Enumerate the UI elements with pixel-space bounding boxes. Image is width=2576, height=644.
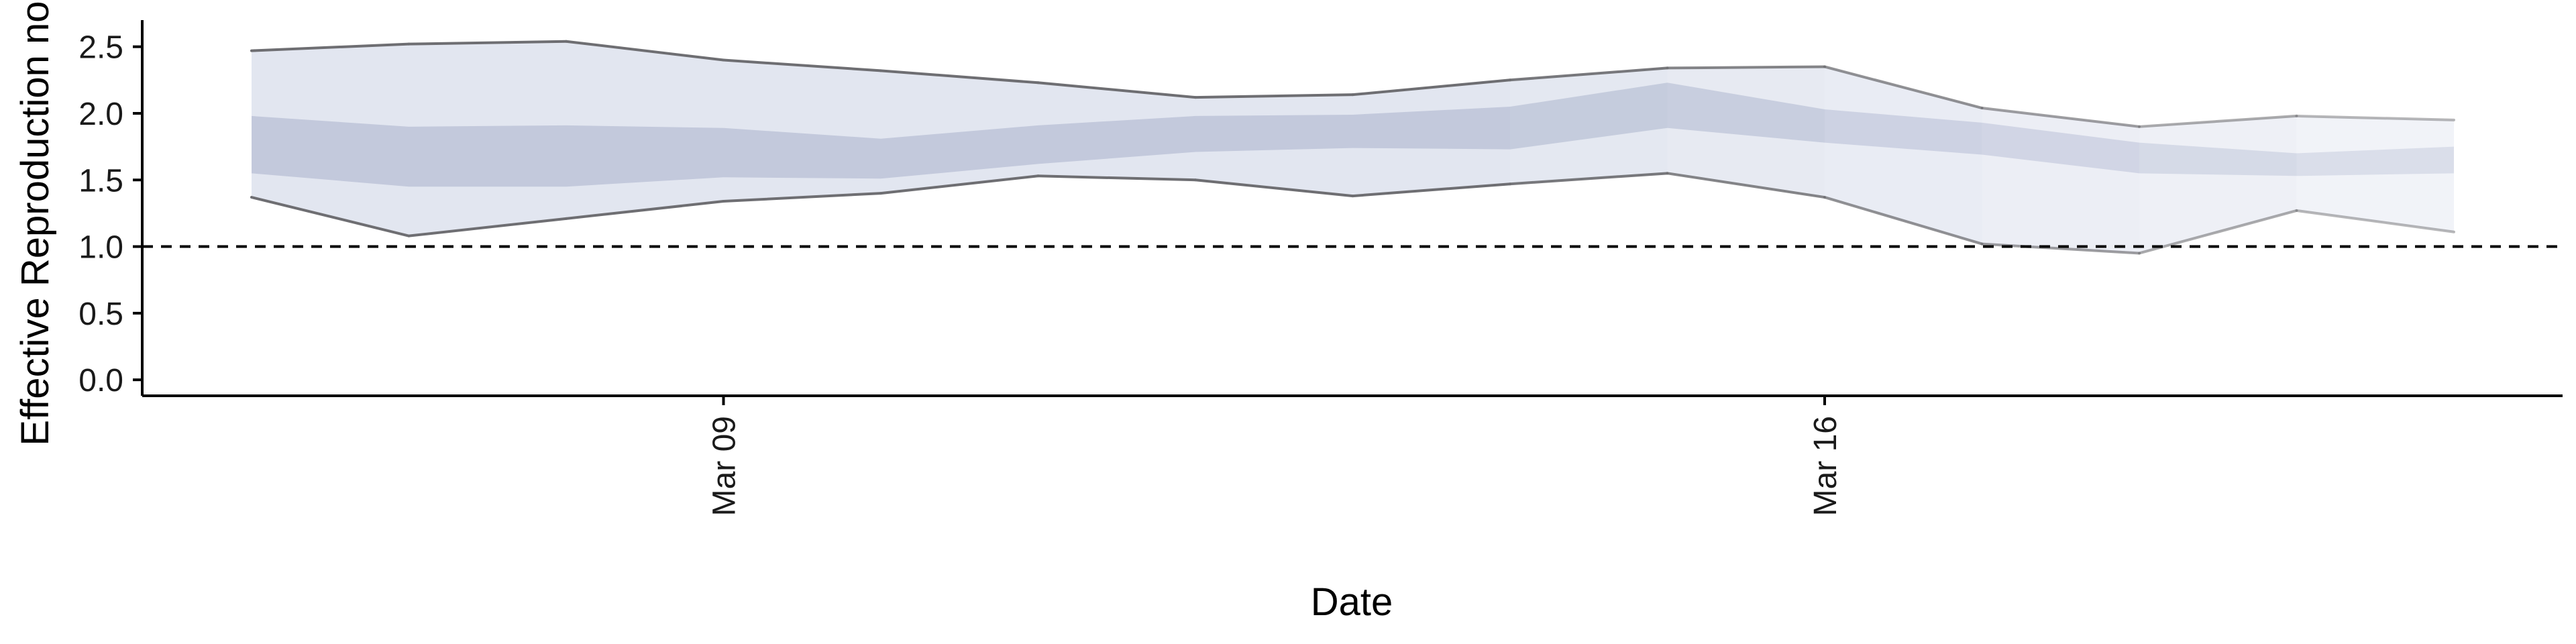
outer-lower-line-segment	[1194, 178, 1354, 198]
y-tick-label: 0.0	[78, 363, 123, 398]
outer-upper-line-segment	[1980, 107, 2141, 128]
outer-lower-line-segment	[565, 200, 725, 220]
outer-upper-line-segment	[1036, 81, 1197, 99]
outer-upper-line-segment	[2295, 114, 2455, 121]
x-tick-label: Mar 09	[707, 416, 743, 516]
inner-band-segment	[252, 115, 409, 187]
x-axis-ticks: Mar 09 Mar 16	[707, 396, 1843, 516]
inner-band-segment	[1352, 107, 1510, 150]
outer-lower-line-segment	[879, 174, 1040, 195]
outer-lower-line-segment	[722, 192, 882, 203]
inner-band-segment	[1982, 122, 2139, 174]
y-tick-label: 1.0	[78, 230, 123, 266]
outer-lower-line-segment	[250, 196, 411, 237]
inner-band-segment	[566, 125, 724, 187]
inner-band-segment	[2139, 142, 2297, 176]
outer-lower-line-segment	[1036, 174, 1197, 182]
inner-band-segment	[1667, 83, 1825, 143]
outer-upper-line-segment	[2138, 114, 2298, 128]
inner-band-segment	[2296, 146, 2454, 176]
outer-upper-line-segment	[722, 58, 882, 72]
outer-upper-line-segment	[879, 69, 1040, 85]
inner-band-segment	[1510, 83, 1668, 150]
y-tick-label: 2.5	[78, 30, 123, 66]
outer-upper-line-segment	[407, 40, 568, 46]
inner-band-segment	[1038, 115, 1195, 164]
inner-band-segment	[409, 125, 566, 187]
outer-upper-line-segment	[1194, 93, 1354, 99]
x-tick-label: Mar 16	[1808, 416, 1843, 516]
outer-upper-line-segment	[1666, 65, 1826, 70]
interval-bands	[252, 41, 2454, 254]
inner-band-segment	[723, 127, 881, 179]
outer-upper-line-segment	[565, 40, 725, 62]
y-axis-title: Effective Reproduction no.	[13, 0, 57, 446]
outer-band-segment	[1825, 66, 1982, 244]
band-outlines	[250, 40, 2455, 255]
y-tick-label: 0.5	[78, 297, 123, 332]
outer-upper-line-segment	[1823, 65, 1984, 110]
x-axis-title: Date	[1311, 580, 1393, 624]
outer-lower-line-segment	[407, 217, 568, 237]
y-tick-label: 1.5	[78, 163, 123, 199]
outer-band-segment	[2296, 115, 2454, 232]
outer-lower-line-segment	[2138, 209, 2298, 255]
outer-lower-line-segment	[1351, 182, 1511, 198]
outer-lower-line-segment	[2295, 209, 2455, 233]
inner-band-segment	[1195, 114, 1353, 152]
outer-upper-line-segment	[250, 42, 411, 52]
inner-band-segment	[1825, 109, 1982, 155]
y-tick-label: 2.0	[78, 97, 123, 132]
y-axis-ticks: 0.0 0.5 1.0 1.5 2.0 2.5	[78, 30, 142, 398]
outer-lower-line-segment	[1666, 172, 1826, 199]
outer-lower-line-segment	[1823, 196, 1984, 246]
outer-lower-line-segment	[1509, 172, 1669, 186]
outer-upper-line-segment	[1351, 78, 1511, 97]
outer-upper-line-segment	[1509, 66, 1669, 82]
inner-band-segment	[881, 125, 1038, 179]
